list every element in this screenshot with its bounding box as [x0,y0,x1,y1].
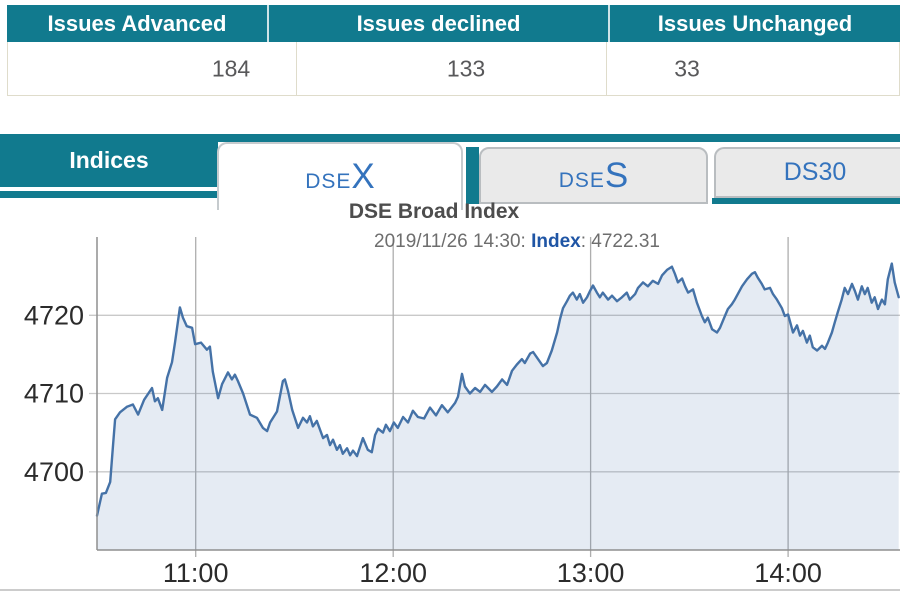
value-row-divider [606,42,607,95]
x-axis-tick-label: 11:00 [163,558,229,588]
issues-summary-header-row: Issues Advanced Issues declined Issues U… [7,5,900,42]
x-axis-tick-label: 12:00 [359,558,427,588]
issues-summary-value-row: 184 133 33 [7,42,900,96]
tab-dses-label: DSE S [559,156,629,196]
issues-summary-table: Issues Advanced Issues declined Issues U… [7,5,900,96]
issues-declined-header: Issues declined [269,5,608,42]
tab-dsex-label-small: DSE [305,170,352,193]
tab-dses-label-large: S [604,155,629,195]
issues-advanced-header: Issues Advanced [7,5,267,42]
tab-ds30[interactable]: DS30 [714,147,900,198]
tab-dsex[interactable]: DSE X [217,142,463,210]
issues-unchanged-header: Issues Unchanged [610,5,900,42]
tab-dses-label-small: DSE [558,168,605,192]
x-axis-tick-label: 13:00 [557,558,625,588]
bottom-divider-rule [0,589,900,591]
header-divider [608,5,610,42]
value-row-divider [296,42,297,95]
tab-dsex-label: DSE X [305,157,375,197]
y-axis-tick-label: 4700 [24,457,84,487]
chart-subtitle-separator: : [580,231,592,252]
indices-label: Indices [69,147,149,173]
header-divider [267,5,269,42]
tab-dsex-label-large: X [351,157,375,196]
x-axis-tick-label: 14:00 [754,558,822,588]
chart-subtitle-index-label: Index [531,231,581,252]
issues-advanced-value: 184 [211,55,251,81]
tab-dses[interactable]: DSE S [479,147,708,204]
ds30-underline [712,198,900,204]
chart-subtitle-datetime: 2019/11/26 14:30: [374,231,532,252]
tab-divider [466,147,479,204]
chart-title: DSE Broad Index [348,200,520,223]
y-axis-tick-label: 4720 [24,300,84,330]
series-area [97,263,899,550]
indices-underline [0,191,218,198]
indices-section-label: Indices [0,134,218,187]
y-axis-tick-label: 4710 [24,379,84,409]
chart-subtitle: 2019/11/26 14:30: Index: 4722.31 [134,231,900,253]
tab-ds30-label: DS30 [784,158,847,187]
chart-subtitle-value: 4722.31 [591,231,660,252]
tabs-top-strip [0,134,900,142]
issues-declined-value: 133 [446,55,486,81]
tab-ds30-label-small: DS30 [783,158,847,186]
issues-unchanged-value: 33 [674,55,700,81]
series-line [95,262,900,517]
